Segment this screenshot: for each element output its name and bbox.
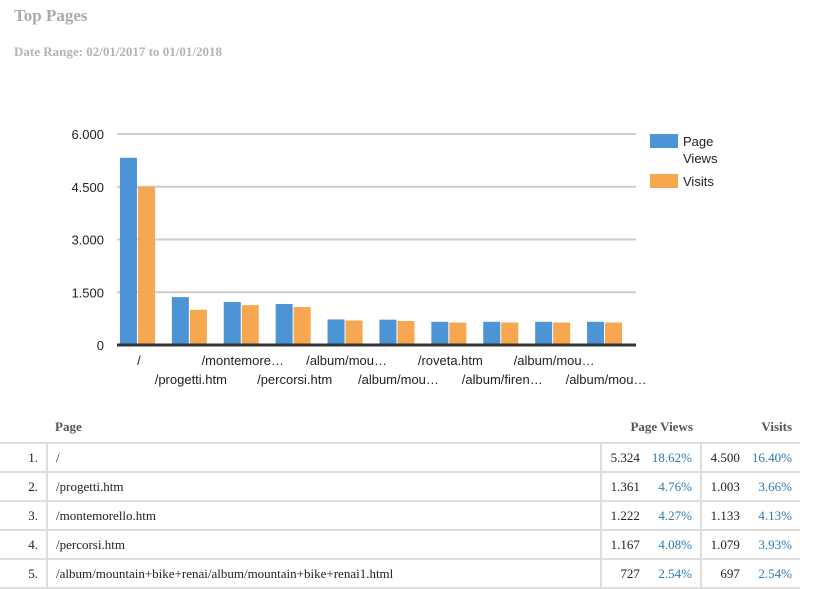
row-views: 1.167	[600, 529, 648, 560]
row-visits-pct: 3.93%	[747, 529, 800, 560]
legend-label: Page	[683, 134, 713, 149]
x-tick-label: /album/firen…	[462, 372, 543, 387]
y-tick-label: 4.500	[71, 180, 104, 195]
y-tick-label: 3.000	[71, 233, 104, 248]
row-visits: 1.079	[700, 529, 748, 560]
bar-visits	[241, 305, 259, 345]
x-tick-label: /album/mou…	[514, 353, 595, 368]
y-tick-label: 6.000	[71, 127, 104, 142]
x-tick-label: /album/mou…	[566, 372, 647, 387]
col-visits[interactable]: Visits	[761, 419, 792, 434]
bar-page-views	[483, 321, 501, 345]
page-title: Top Pages	[14, 6, 88, 25]
row-page: /progetti.htm	[47, 471, 602, 502]
legend-label: Views	[683, 151, 718, 166]
bar-chart: 0 1.500 3.000 4.500 6.000 / /progetti.htm/mont…	[71, 127, 718, 387]
bar-visits	[293, 307, 311, 345]
row-views-pct: 4.76%	[647, 471, 702, 502]
row-views: 1.361	[600, 471, 648, 502]
row-index: 5.	[0, 558, 48, 589]
row-page: /	[47, 442, 602, 473]
bar-visits	[189, 309, 207, 345]
legend-swatch-visits	[650, 174, 678, 188]
row-visits-pct: 2.54%	[747, 558, 800, 589]
bar-page-views	[327, 319, 345, 345]
row-views: 727	[600, 558, 648, 589]
table-row[interactable]: 3./montemorello.htm 1.222 4.27% 1.133 4.13%	[0, 500, 800, 531]
bar-visits	[449, 322, 467, 345]
bar-visits	[553, 322, 571, 345]
row-visits-pct: 16.40%	[747, 442, 800, 473]
col-views[interactable]: Page Views	[630, 419, 693, 434]
bar-page-views	[587, 321, 605, 345]
row-page: /montemorello.htm	[47, 500, 602, 531]
x-tick-label: /montemore…	[202, 353, 284, 368]
row-views-pct: 18.62%	[647, 442, 702, 473]
bar-visits	[137, 186, 155, 345]
col-page[interactable]: Page	[55, 419, 82, 434]
row-visits: 1.133	[700, 500, 748, 531]
table-row[interactable]: 4./percorsi.htm 1.167 4.08% 1.079 3.93%	[0, 529, 800, 560]
x-tick-label: /album/mou…	[358, 372, 439, 387]
x-tick-label: /progetti.htm	[155, 372, 227, 387]
bar-page-views	[535, 321, 553, 345]
y-tick-label: 1.500	[71, 285, 104, 300]
x-tick-label: /roveta.htm	[418, 353, 483, 368]
y-tick-label: 0	[97, 338, 104, 353]
x-tick-label: /	[137, 353, 141, 368]
row-views: 5.324	[600, 442, 648, 473]
row-visits: 4.500	[700, 442, 748, 473]
row-page: /percorsi.htm	[47, 529, 602, 560]
bar-page-views	[275, 303, 293, 345]
bar-visits	[397, 321, 415, 345]
row-visits-pct: 3.66%	[747, 471, 800, 502]
bar-page-views	[171, 297, 189, 345]
row-index: 2.	[0, 471, 48, 502]
row-views-pct: 2.54%	[647, 558, 702, 589]
table-row[interactable]: 1./5.324 18.62% 4.500 16.40%	[0, 442, 800, 473]
row-index: 4.	[0, 529, 48, 560]
x-tick-label: /album/mou…	[306, 353, 387, 368]
row-visits-pct: 4.13%	[747, 500, 800, 531]
legend-label: Visits	[683, 174, 714, 189]
bar-visits	[345, 320, 363, 345]
legend-swatch-page-views	[650, 134, 678, 148]
table-row[interactable]: 5./album/mountain+bike+renai/album/mount…	[0, 558, 800, 589]
row-page: /album/mountain+bike+renai/album/mountai…	[47, 558, 602, 589]
row-index: 3.	[0, 500, 48, 531]
top-pages-table: Page Page Views Visits 1./5.324 18.62% 4.5…	[0, 412, 800, 589]
row-index: 1.	[0, 442, 48, 473]
bar-visits	[605, 322, 623, 345]
x-tick-label: /percorsi.htm	[257, 372, 332, 387]
bar-visits	[501, 322, 519, 345]
row-views: 1.222	[600, 500, 648, 531]
row-visits: 697	[700, 558, 748, 589]
table-row[interactable]: 2./progetti.htm 1.361 4.76% 1.003 3.66%	[0, 471, 800, 502]
row-views-pct: 4.08%	[647, 529, 702, 560]
date-range: Date Range: 02/01/2017 to 01/01/2018	[14, 44, 222, 59]
bar-page-views	[431, 321, 449, 345]
row-visits: 1.003	[700, 471, 748, 502]
bar-page-views	[379, 319, 397, 345]
bar-page-views	[223, 302, 241, 345]
row-views-pct: 4.27%	[647, 500, 702, 531]
bar-page-views	[119, 157, 137, 345]
